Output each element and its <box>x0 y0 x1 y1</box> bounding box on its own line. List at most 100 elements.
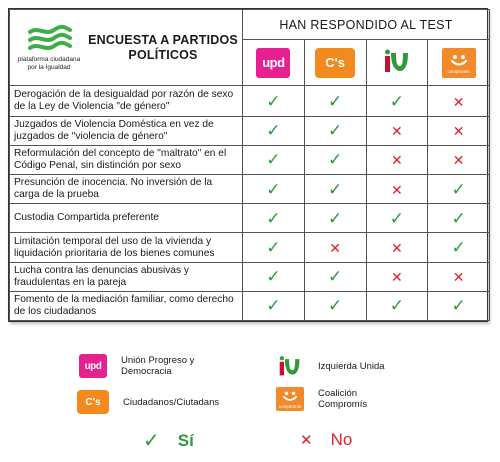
question-text: Fomento de la mediación familiar, como d… <box>9 290 243 322</box>
cs-legend-logo: C's <box>77 390 109 414</box>
table-row: Fomento de la mediación familiar, como d… <box>9 290 490 322</box>
answer-cell-iu: ✓ <box>365 85 429 117</box>
check-icon: ✓ <box>266 179 281 199</box>
table-row: Derogación de la desigualdad por razón d… <box>9 85 490 117</box>
party-upd-cell: upd <box>242 39 305 87</box>
legend-label-cs: Ciudadanos/Ciutadans <box>123 396 220 408</box>
compromis-logo: compromís <box>441 47 476 78</box>
answer-cell-cs: ✕ <box>303 232 367 263</box>
header-cell: plataforma ciudadana por la Igualdad ENC… <box>9 8 243 87</box>
cross-icon: ✕ <box>391 123 403 140</box>
answer-cell-iu: ✕ <box>365 144 429 176</box>
answer-cell-iu: ✕ <box>365 174 429 205</box>
check-icon: ✓ <box>389 208 404 228</box>
answer-cell-compromis: ✓ <box>427 232 490 263</box>
answer-cell-upd: ✓ <box>242 261 305 292</box>
question-text: Lucha contra las denuncias abusivas y fr… <box>9 261 243 292</box>
check-icon: ✓ <box>266 91 281 111</box>
table-row: Custodia Compartida preferente ✓ ✓ ✓ ✓ <box>9 203 490 234</box>
answer-cell-compromis: ✕ <box>427 85 490 117</box>
legend-item-compromis: compromís Coalición Compromís <box>276 387 408 411</box>
legend-label-iu: Izquierda Unida <box>318 360 385 372</box>
check-icon: ✓ <box>389 91 404 111</box>
answer-cell-compromis: ✕ <box>427 115 490 146</box>
cross-icon: ✕ <box>329 240 341 257</box>
check-icon: ✓ <box>328 150 343 170</box>
answer-cell-iu: ✕ <box>365 261 429 292</box>
answer-cell-cs: ✓ <box>303 115 367 146</box>
upd-logo: upd <box>256 47 291 78</box>
answer-cell-cs: ✓ <box>303 290 367 322</box>
table-row: Lucha contra las denuncias abusivas y fr… <box>9 261 490 292</box>
party-compromis-cell: compromís <box>427 39 490 87</box>
legend: upd Unión Progreso y Democracia Izquierd… <box>0 340 500 462</box>
check-icon: ✓ <box>266 296 281 316</box>
check-icon: ✓ <box>328 179 343 199</box>
answer-cell-iu: ✓ <box>365 290 429 322</box>
answer-cell-cs: ✓ <box>303 144 367 176</box>
answer-cell-upd: ✓ <box>242 290 305 322</box>
answer-cell-compromis: ✕ <box>427 144 490 176</box>
question-text: Reformulación del concepto de "maltrato"… <box>9 144 243 176</box>
results-grid: plataforma ciudadana por la Igualdad ENC… <box>9 8 490 322</box>
table-row: Reformulación del concepto de "maltrato"… <box>9 144 490 176</box>
compromis-legend-logo: compromís <box>276 387 304 411</box>
check-icon: ✓ <box>451 179 466 199</box>
check-icon: ✓ <box>389 296 404 316</box>
check-icon: ✓ <box>451 238 466 258</box>
check-icon: ✓ <box>266 238 281 258</box>
party-cs-cell: C's <box>303 39 367 87</box>
check-icon: ✓ <box>266 150 281 170</box>
check-icon: ✓ <box>266 121 281 141</box>
check-icon: ✓ <box>266 208 281 228</box>
answer-cell-upd: ✓ <box>242 232 305 263</box>
answer-cell-upd: ✓ <box>242 174 305 205</box>
answer-cell-upd: ✓ <box>242 203 305 234</box>
check-icon: ✓ <box>266 267 281 287</box>
legend-item-iu: Izquierda Unida <box>276 354 385 378</box>
legend-label-upd: Unión Progreso y Democracia <box>121 355 195 377</box>
question-text: Presunción de inocencia. No inversión de… <box>9 174 243 205</box>
legend-item-yes: ✓ Sí <box>143 428 194 453</box>
iu-legend-logo <box>276 354 304 378</box>
answer-cell-upd: ✓ <box>242 144 305 176</box>
cross-icon: ✕ <box>300 432 313 449</box>
answer-cell-compromis: ✓ <box>427 203 490 234</box>
org-logo: plataforma ciudadana por la Igualdad <box>10 24 84 71</box>
check-icon: ✓ <box>451 296 466 316</box>
answer-cell-upd: ✓ <box>242 115 305 146</box>
question-text: Limitación temporal del uso de la vivien… <box>9 232 243 263</box>
page-title: ENCUESTA A PARTIDOS POLÍTICOS <box>88 32 238 62</box>
compromis-logo-text: compromís <box>447 68 470 74</box>
answer-cell-cs: ✓ <box>303 203 367 234</box>
answer-cell-iu: ✕ <box>365 232 429 263</box>
iu-logo <box>379 45 414 76</box>
upd-legend-logo: upd <box>79 354 107 378</box>
responded-header: HAN RESPONDIDO AL TEST <box>242 8 490 41</box>
legend-label-no: No <box>330 430 353 449</box>
answer-cell-upd: ✓ <box>242 85 305 117</box>
survey-table: plataforma ciudadana por la Igualdad ENC… <box>8 8 490 322</box>
cross-icon: ✕ <box>452 93 465 110</box>
waves-icon <box>28 25 72 51</box>
question-text: Derogación de la desigualdad por razón d… <box>9 85 243 117</box>
org-name: plataforma ciudadana por la Igualdad <box>17 56 81 71</box>
legend-item-no: ✕ No <box>300 430 352 450</box>
table-row: Juzgados de Violencia Doméstica en vez d… <box>9 115 490 146</box>
legend-label-yes: Sí <box>177 430 194 450</box>
check-icon: ✓ <box>143 430 160 452</box>
check-icon: ✓ <box>328 121 343 141</box>
cross-icon: ✕ <box>391 240 403 257</box>
table-row: Limitación temporal del uso de la vivien… <box>9 232 490 263</box>
answer-cell-compromis: ✕ <box>427 261 490 292</box>
cross-icon: ✕ <box>452 123 465 140</box>
answer-cell-compromis: ✓ <box>427 290 490 322</box>
compromis-legend-logo-text: compromís <box>278 404 302 409</box>
legend-label-compromis: Coalición Compromís <box>318 388 368 410</box>
cross-icon: ✕ <box>452 269 465 286</box>
answer-cell-cs: ✓ <box>303 261 367 292</box>
legend-item-upd: upd Unión Progreso y Democracia <box>79 354 231 378</box>
check-icon: ✓ <box>328 91 343 111</box>
check-icon: ✓ <box>451 208 466 228</box>
cross-icon: ✕ <box>391 269 403 286</box>
